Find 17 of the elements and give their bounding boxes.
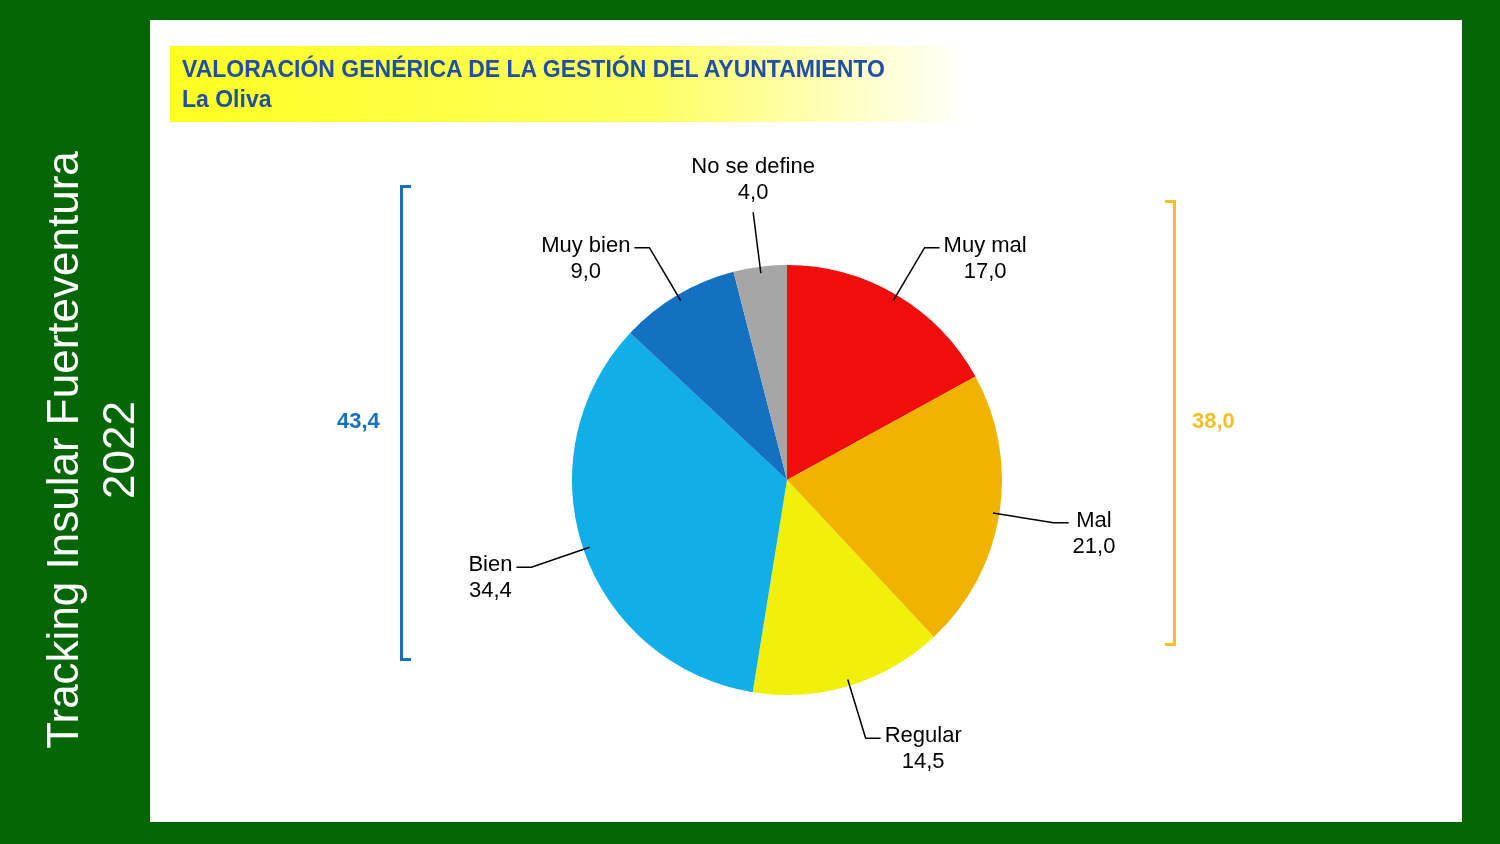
data-label: 17,0 bbox=[963, 257, 1007, 283]
data-label: 4,0 bbox=[737, 179, 769, 205]
data-label: 14,5 bbox=[901, 748, 945, 774]
chart-title: VALORACIÓN GENÉRICA DE LA GESTIÓN DEL AYUNTAMIENTO bbox=[182, 56, 885, 83]
slice-label: Bien bbox=[468, 551, 513, 577]
data-label: 34,4 bbox=[469, 577, 512, 603]
slice-label: Muy bien bbox=[541, 231, 631, 257]
text: 43,4 bbox=[337, 408, 380, 434]
slice-label: Regular bbox=[884, 722, 962, 748]
data-label: 21,0 bbox=[1072, 532, 1116, 558]
slice-label: No se define bbox=[691, 153, 815, 179]
text: Tracking Insular Fuerteventura 2022 bbox=[37, 150, 144, 751]
slice-label: Mal bbox=[1076, 506, 1112, 532]
slice-label: Muy mal bbox=[943, 231, 1027, 257]
text: 38,0 bbox=[1192, 408, 1235, 434]
data-label: 9,0 bbox=[570, 257, 602, 283]
text: La Oliva bbox=[182, 86, 272, 113]
